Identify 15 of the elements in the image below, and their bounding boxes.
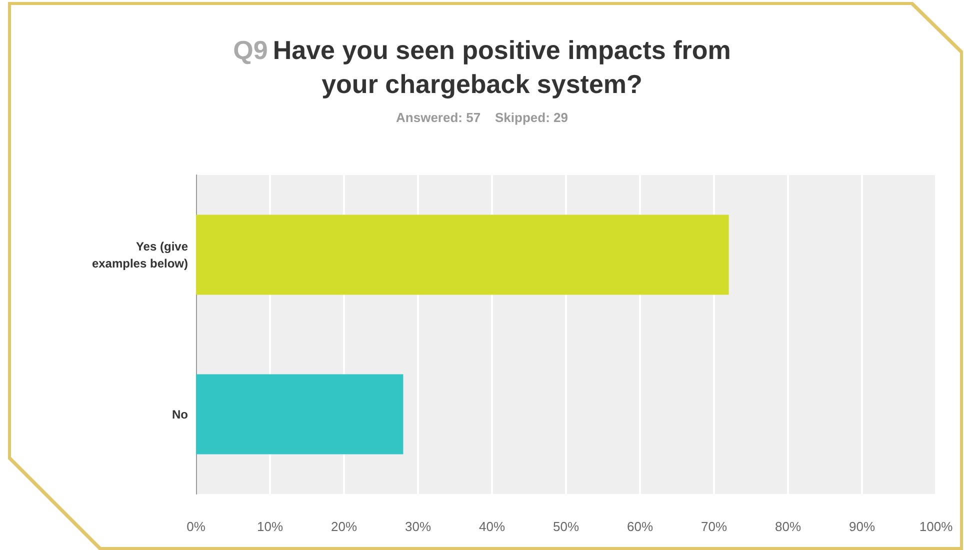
x-tick-label: 30% — [404, 519, 432, 534]
x-tick-label: 100% — [919, 519, 954, 534]
y-tick-label: No — [172, 407, 188, 422]
x-tick-label: 20% — [330, 519, 358, 534]
x-tick-label: 50% — [552, 519, 580, 534]
x-tick-label: 10% — [256, 519, 284, 534]
x-tick-label: 0% — [186, 519, 206, 534]
x-tick-label: 80% — [774, 519, 802, 534]
y-tick-label: Yes (give examples below) — [92, 239, 188, 270]
x-tick-label: 90% — [848, 519, 876, 534]
x-tick-label: 40% — [478, 519, 506, 534]
chart-title: Q9 Have you seen positive impacts from your chargeback system? — [233, 35, 731, 99]
x-tick-label: 60% — [626, 519, 654, 534]
chart-subtitle: Answered: 57 Skipped: 29 — [396, 110, 568, 125]
x-tick-label: 70% — [700, 519, 728, 534]
